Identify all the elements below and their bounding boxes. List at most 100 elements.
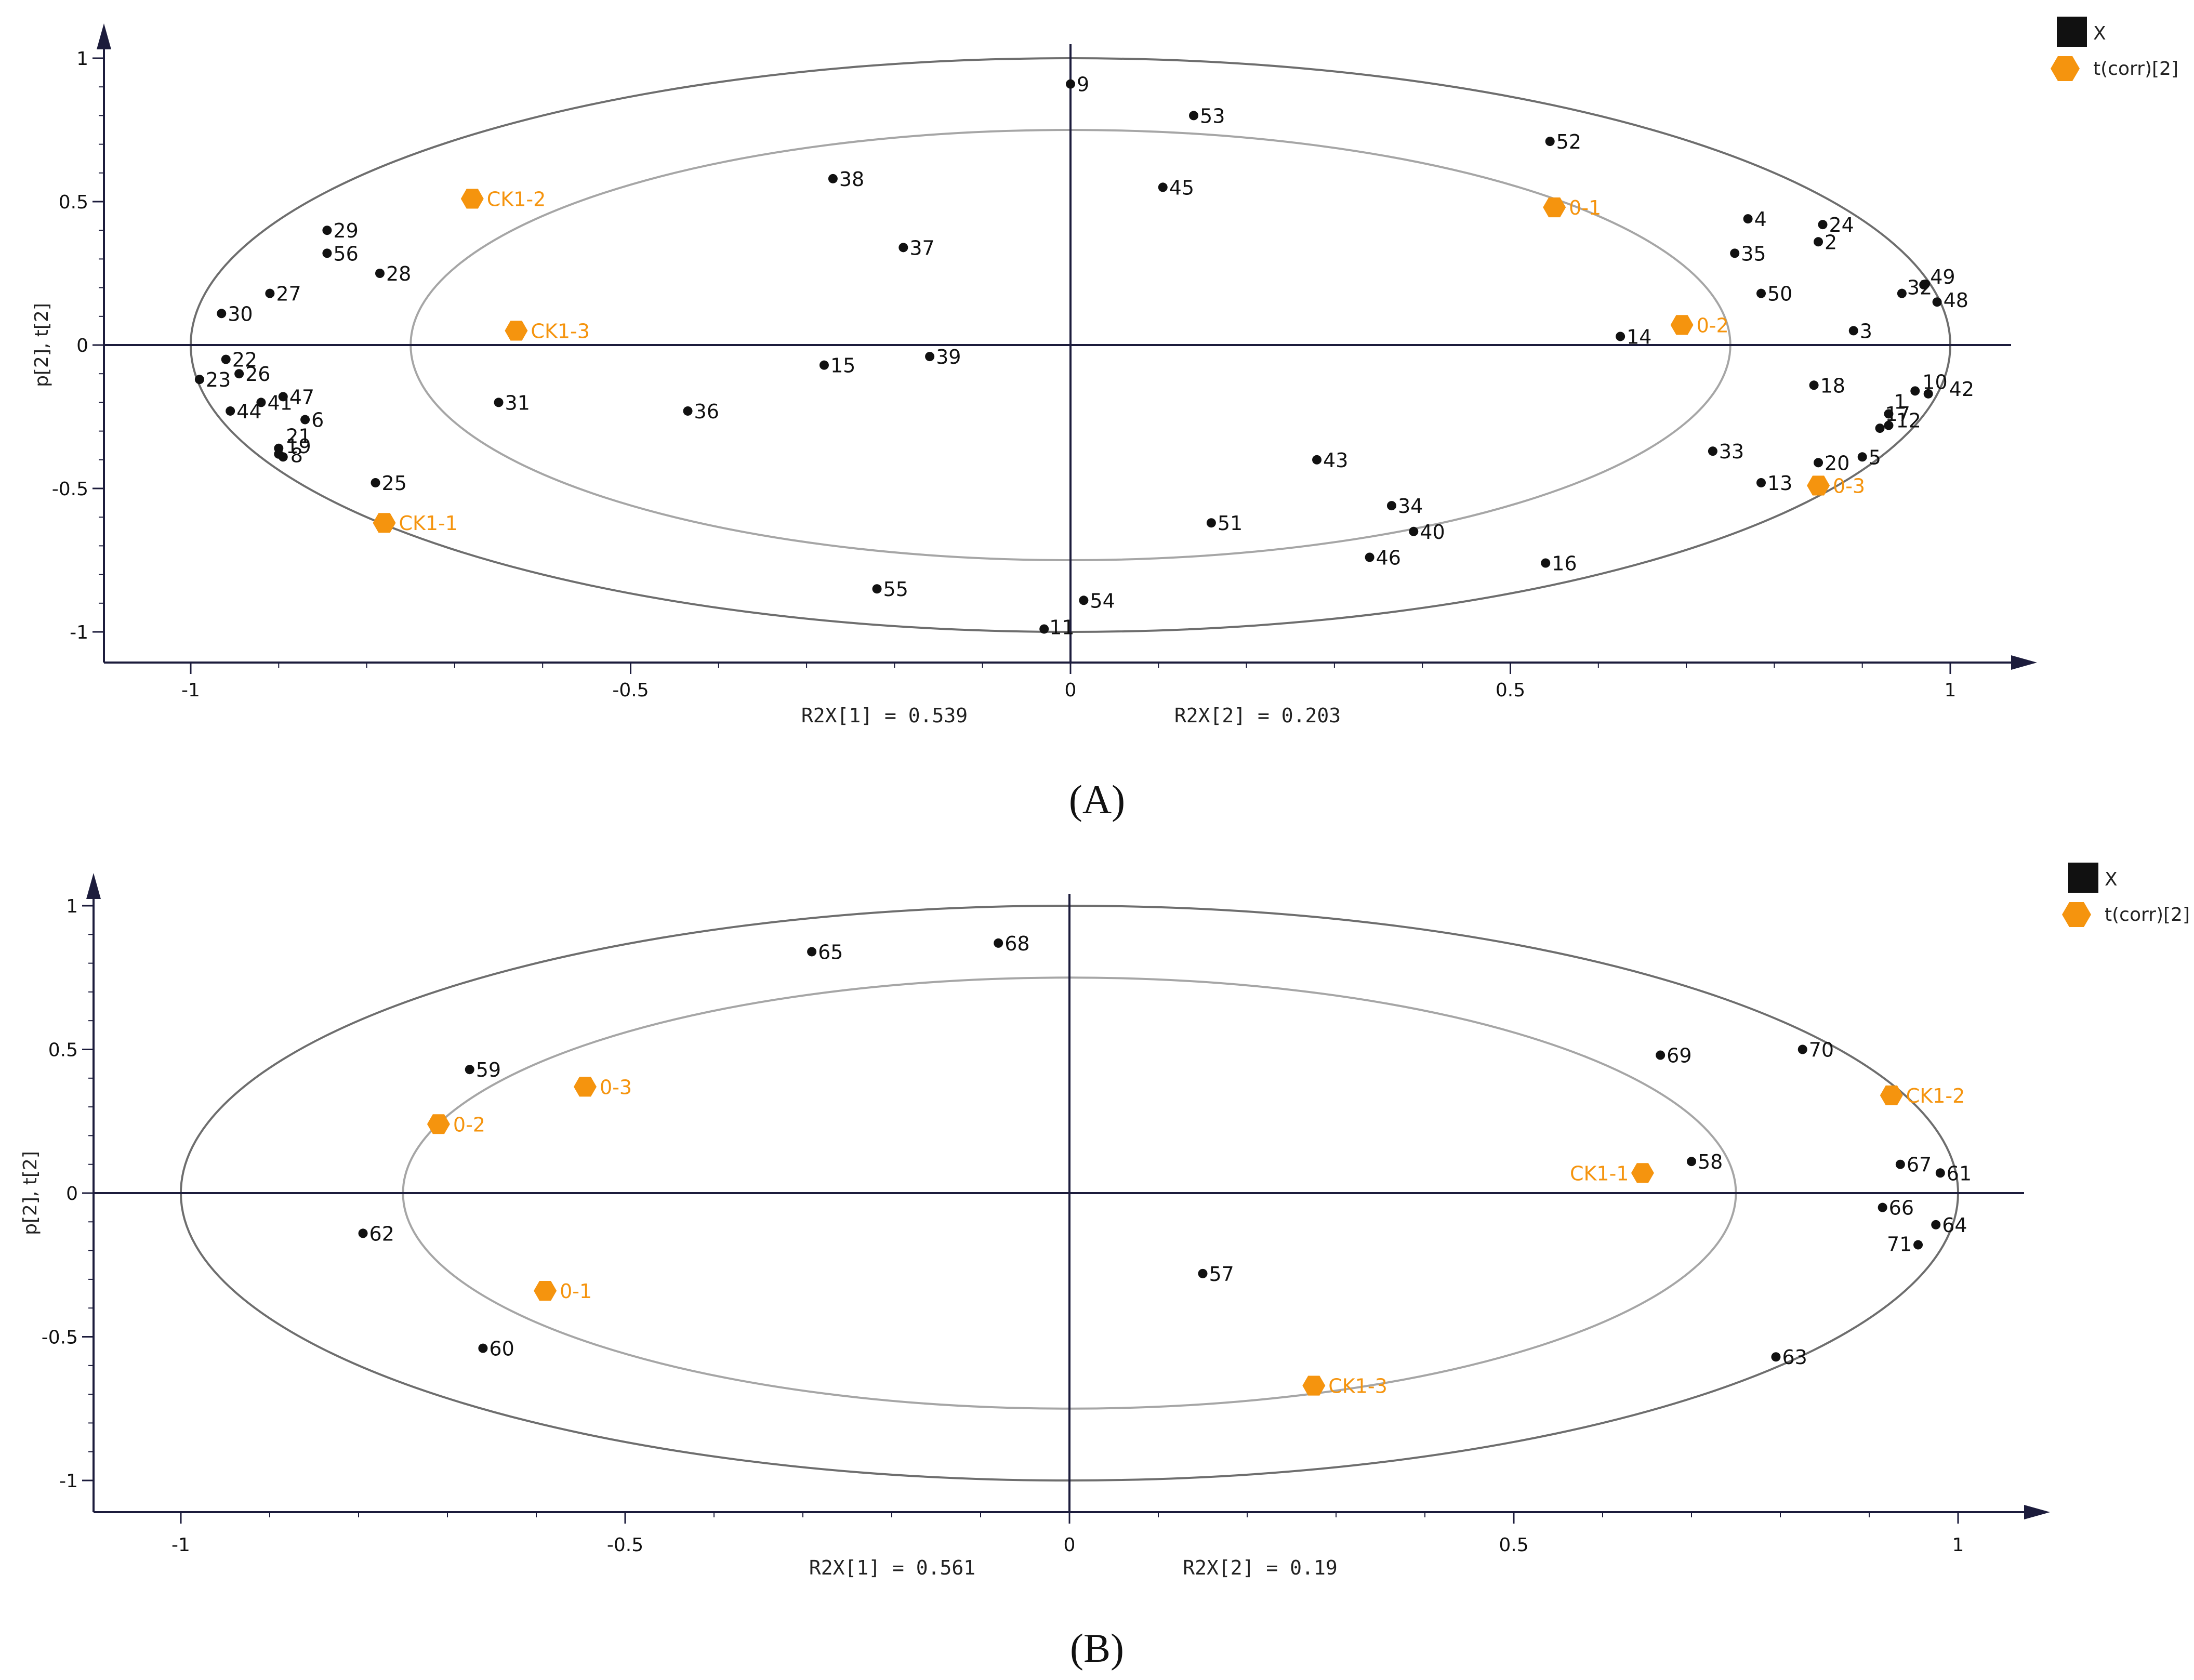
a-variable-label-20: 20 [1825,452,1849,474]
a-variable-label-44: 44 [236,400,261,423]
a-y-tick-label: 0.5 [59,192,88,213]
a-variable-label-52: 52 [1556,130,1581,153]
panel-a-caption: (A) [1069,777,1125,822]
a-y-tick-label: -1 [70,622,88,643]
a-variable-point-28 [375,269,385,278]
a-x-tick-label: -0.5 [612,680,649,701]
b-y-tick-label: 1 [66,896,78,917]
a-observation-label-CK1-1: CK1-1 [399,512,458,535]
b-variable-point-63 [1771,1352,1781,1362]
b-observation-marker-CK1-1 [1631,1163,1654,1183]
b-variable-point-62 [358,1228,368,1238]
a-variable-label-31: 31 [505,391,530,414]
b-variable-label-65: 65 [818,941,843,963]
a-variable-point-54 [1079,596,1089,605]
b-variable-label-67: 67 [1907,1154,1932,1176]
a-variable-point-14 [1616,332,1625,341]
legend-b: X t(corr)[2] [2062,863,2190,927]
a-variable-point-41 [256,398,266,407]
a-variable-label-43: 43 [1323,449,1348,472]
a-variable-label-4: 4 [1754,208,1767,231]
b-variable-label-62: 62 [369,1222,394,1245]
b-observation-marker-CK1-2 [1880,1085,1903,1105]
b-variable-point-71 [1913,1240,1923,1250]
panel-b: -1 -0.5 0 0.5 1 1 0.5 0 -0.5 -1 p[2], t[2] R2X[1] =… [20,873,2050,1579]
a-variable-label-28: 28 [386,262,411,285]
b-variable-label-69: 69 [1667,1044,1691,1067]
b-variable-point-60 [478,1343,488,1353]
a-variable-label-9: 9 [1077,73,1089,96]
a-variable-label-56: 56 [333,242,358,265]
square-icon [2068,863,2098,893]
a-variable-point-12 [1884,420,1894,430]
a-variable-point-6 [300,415,310,425]
b-observation-label-0-2: 0-2 [453,1113,485,1136]
b-x-tick-label: 0.5 [1499,1535,1528,1556]
a-variable-point-21 [274,443,284,453]
a-variable-point-36 [683,406,693,416]
panel-b-caption: (B) [1070,1625,1124,1671]
b-y-tick-label: 0 [66,1183,78,1205]
legend-b-variable-label: X [2105,869,2118,890]
b-y-tick-label: -1 [59,1471,78,1492]
a-y-tick-label: 0 [76,335,88,356]
a-variable-label-21: 21 [286,425,311,448]
a-variable-point-3 [1848,326,1858,336]
a-y-tick-label: -0.5 [52,479,88,500]
a-variable-point-29 [322,226,332,235]
b-observation-label-CK1-3: CK1-3 [1328,1375,1387,1398]
b-variable-point-64 [1931,1220,1941,1229]
a-variable-label-38: 38 [839,168,864,191]
a-variable-label-39: 39 [936,346,961,368]
a-variable-label-34: 34 [1398,495,1423,518]
b-variable-point-68 [994,938,1003,948]
a-x-tick-label: 0.5 [1496,680,1525,701]
panel-a: -1 -0.5 0 0.5 110.50-0.5-1p[2], t[2]R2X[1] =… [31,23,2037,727]
b-observation-label-0-3: 0-3 [600,1076,632,1099]
a-variable-point-10 [1910,386,1920,396]
b-variable-point-59 [465,1065,474,1075]
b-observation-marker-0-2 [427,1114,450,1134]
a-observation-label-CK1-3: CK1-3 [531,320,590,342]
b-x-tick-label: 1 [1952,1535,1964,1556]
a-variable-point-38 [828,174,838,183]
a-variable-point-26 [234,369,244,379]
a-variable-point-13 [1756,478,1766,487]
a-variable-point-45 [1158,182,1168,192]
b-y-axis-arrow [86,873,101,899]
a-variable-label-54: 54 [1090,589,1115,612]
a-observation-marker-0-3 [1807,475,1830,496]
a-variable-point-50 [1756,288,1766,298]
a-x-tick-label: -1 [181,680,200,701]
a-variable-label-5: 5 [1869,446,1881,469]
b-y-tick-label: 0.5 [48,1040,78,1061]
a-variable-point-52 [1545,137,1555,147]
b-variable-label-61: 61 [1947,1162,1972,1185]
a-variable-point-47 [278,392,288,402]
a-variable-label-46: 46 [1376,546,1401,569]
b-y-tick-label: -0.5 [42,1327,78,1348]
a-variable-label-15: 15 [830,354,855,377]
a-variable-point-1 [1884,409,1894,419]
a-variable-label-55: 55 [883,578,908,601]
b-x-axis-arrow [2024,1505,2050,1519]
a-variable-label-19: 19 [286,435,311,458]
a-variable-label-23: 23 [206,368,231,391]
legend-a-observation-label: t(corr)[2] [2093,58,2178,80]
a-variable-label-35: 35 [1741,242,1766,265]
a-variable-label-24: 24 [1829,214,1854,236]
a-variable-label-14: 14 [1627,325,1651,348]
a-y-axis-arrow [97,23,111,49]
b-variable-label-57: 57 [1209,1263,1234,1286]
a-variable-label-8: 8 [290,444,303,467]
a-y-axis-title: p[2], t[2] [31,303,52,387]
b-variable-label-58: 58 [1698,1150,1723,1173]
b-x-tick-label: -0.5 [607,1535,643,1556]
a-x-tick-label: 0 [1065,680,1077,701]
a-variable-label-17: 17 [1885,403,1910,426]
a-variable-point-31 [494,398,504,407]
legend-a: X t(corr)[2] [2051,17,2178,81]
a-variable-point-15 [819,360,829,370]
a-observation-label-0-1: 0-1 [1569,196,1601,219]
